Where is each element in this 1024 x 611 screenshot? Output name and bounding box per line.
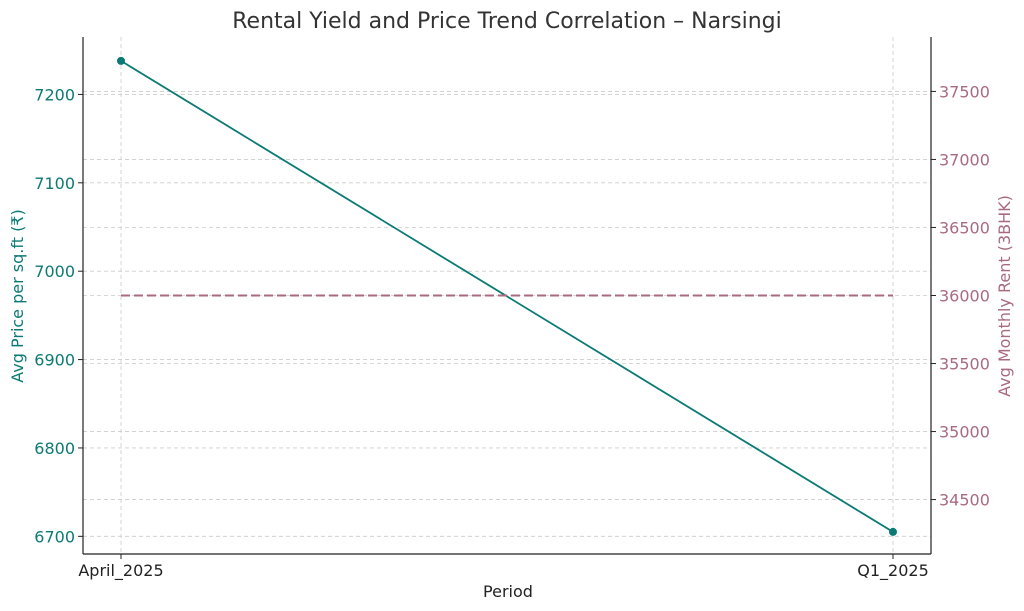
x-tick-label: April_2025: [78, 561, 163, 581]
grid-x: [120, 37, 894, 554]
right-tick-label: 36000: [939, 287, 990, 306]
right-tick-label: 35500: [939, 355, 990, 374]
right-tick-label: 37000: [939, 150, 990, 169]
chart-title: Rental Yield and Price Trend Correlation…: [232, 9, 781, 34]
left-tick-label: 7000: [34, 262, 75, 281]
series-layer: [117, 56, 897, 536]
left-tick-label: 6700: [34, 527, 75, 546]
x-tick-label: Q1_2025: [857, 561, 929, 581]
right-tick-label: 36500: [939, 218, 990, 237]
right-axis-label: Avg Monthly Rent (3BHK): [995, 195, 1014, 397]
series-point-0: [889, 527, 897, 536]
left-tick-label: 7200: [34, 85, 75, 104]
right-tick-label: 35000: [939, 423, 990, 442]
left-tick-label: 6900: [34, 351, 75, 370]
right-tick-label: 34500: [939, 491, 990, 510]
left-tick-label: 6800: [34, 439, 75, 458]
series-point-0: [117, 56, 125, 65]
left-axis-label: Avg Price per sq.ft (₹): [8, 209, 27, 382]
left-tick-label: 7100: [34, 174, 75, 193]
right-axis-ticks: 34500 35000 35500 36000 36500 37000 37500: [931, 82, 990, 510]
right-tick-label: 37500: [939, 82, 990, 101]
x-axis-ticks: April_2025 Q1_2025: [78, 554, 929, 581]
left-axis-ticks: 6700 6800 6900 7000 7100 7200: [34, 85, 83, 546]
grid-left: [83, 94, 931, 537]
x-axis-label: Period: [483, 582, 533, 601]
